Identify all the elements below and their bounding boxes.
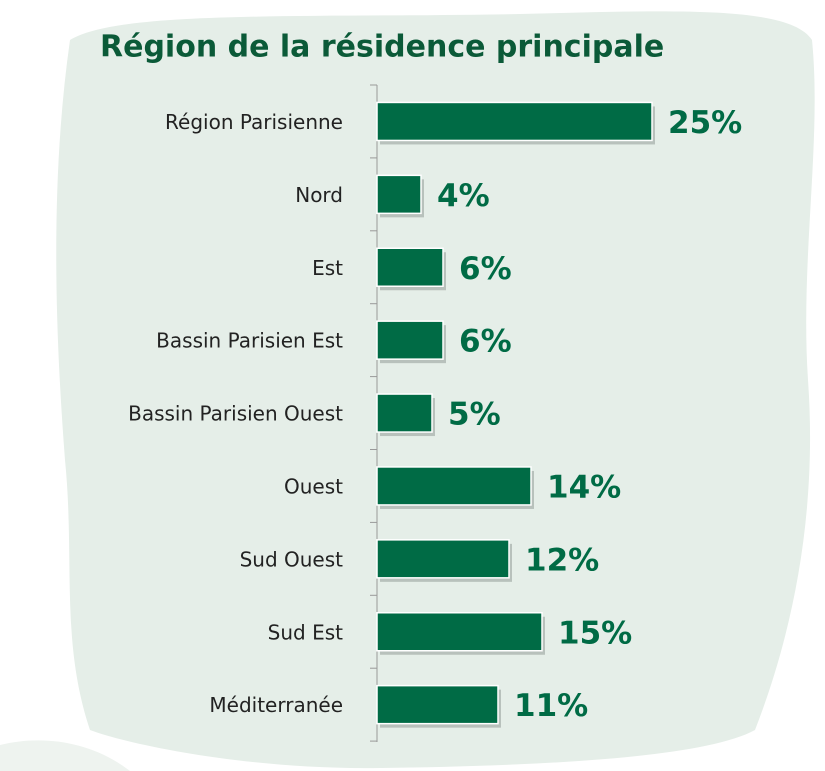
category-label: Bassin Parisien Ouest	[128, 402, 343, 426]
category-label: Ouest	[284, 474, 343, 498]
value-label: 25%	[668, 105, 742, 141]
background-blob	[56, 11, 815, 769]
bar	[376, 393, 433, 433]
category-label: Sud Ouest	[240, 547, 344, 571]
bar	[376, 684, 499, 725]
bar	[376, 320, 444, 360]
value-label: 6%	[459, 324, 512, 360]
value-label: 11%	[514, 688, 588, 724]
category-label: Méditerranée	[209, 693, 343, 717]
value-label: 4%	[437, 178, 490, 214]
bar	[376, 466, 532, 506]
value-label: 15%	[558, 615, 632, 651]
category-label: Région Parisienne	[165, 110, 343, 134]
category-label: Est	[312, 256, 343, 280]
value-label: 6%	[459, 251, 512, 287]
value-label: 12%	[525, 542, 599, 578]
value-label: 14%	[547, 469, 621, 505]
value-label: 5%	[448, 397, 501, 433]
bar	[376, 101, 653, 142]
chart-title: Région de la résidence principale	[100, 30, 664, 65]
bar	[376, 612, 543, 652]
bar	[376, 539, 510, 579]
bar	[376, 247, 444, 287]
background-blob-corner	[0, 740, 130, 771]
bar	[376, 174, 422, 215]
category-label: Nord	[295, 183, 343, 207]
category-label: Sud Est	[268, 620, 343, 644]
category-label: Bassin Parisien Est	[156, 329, 343, 353]
